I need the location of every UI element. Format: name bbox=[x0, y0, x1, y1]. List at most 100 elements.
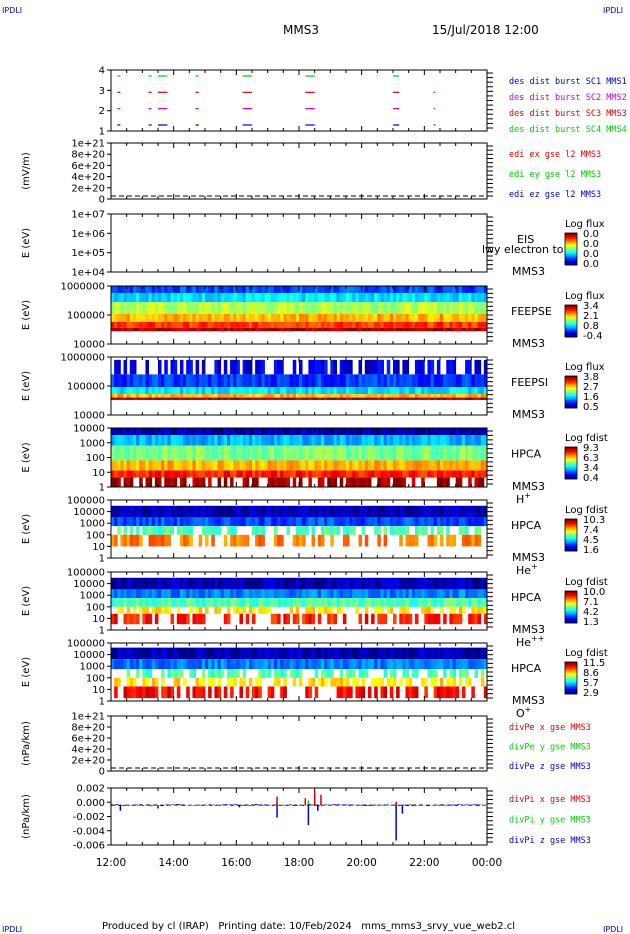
heatmap-cell bbox=[346, 394, 350, 398]
heatmap-cell bbox=[239, 659, 243, 670]
heatmap-cell bbox=[386, 598, 391, 607]
heatmap-cell bbox=[255, 526, 259, 535]
heatmap-cell bbox=[129, 302, 134, 314]
heatmap-cell bbox=[261, 387, 265, 395]
heatmap-cell bbox=[164, 292, 168, 303]
heatmap-cell bbox=[455, 460, 460, 471]
heatmap-cell bbox=[336, 394, 341, 398]
heatmap-cell bbox=[179, 374, 184, 388]
heatmap-cell bbox=[129, 505, 134, 518]
heatmap-cell bbox=[383, 397, 388, 400]
heatmap-cell bbox=[173, 286, 178, 293]
heatmap-cell bbox=[427, 598, 431, 607]
heatmap-cell bbox=[342, 613, 347, 625]
heatmap-cell bbox=[433, 659, 438, 670]
heatmap-cell bbox=[414, 589, 419, 599]
heatmap-cell bbox=[220, 445, 225, 461]
heatmap-cell bbox=[111, 397, 115, 400]
heatmap-cell bbox=[396, 435, 400, 446]
heatmap-cell bbox=[371, 397, 375, 400]
heatmap-cell bbox=[305, 428, 309, 436]
heatmap-cell bbox=[440, 526, 444, 535]
heatmap-cell bbox=[205, 292, 209, 303]
heatmap-cell bbox=[364, 613, 369, 625]
colorbar-segment bbox=[565, 394, 577, 397]
heatmap-cell bbox=[154, 321, 159, 328]
heatmap-cell bbox=[408, 327, 413, 332]
heatmap-cell bbox=[283, 677, 287, 687]
heatmap-cell bbox=[333, 470, 337, 478]
colorbar-segment bbox=[565, 536, 577, 538]
heatmap-cell bbox=[399, 477, 403, 487]
heatmap-cell bbox=[436, 435, 441, 446]
heatmap-cell bbox=[277, 387, 281, 395]
heatmap-cell bbox=[255, 302, 259, 314]
heatmap-cell bbox=[465, 659, 469, 670]
heatmap-cell bbox=[286, 613, 290, 625]
heatmap-cell bbox=[465, 359, 469, 375]
heatmap-cell bbox=[233, 589, 237, 599]
heatmap-cell bbox=[440, 598, 444, 607]
colorbar-segment bbox=[565, 670, 577, 672]
heatmap-cell bbox=[217, 477, 222, 487]
heatmap-cell bbox=[483, 460, 488, 471]
heatmap-cell bbox=[129, 534, 134, 547]
heatmap-cell bbox=[380, 445, 384, 461]
heatmap-cell bbox=[299, 445, 303, 461]
heatmap-cell bbox=[151, 659, 156, 670]
heatmap-cell bbox=[317, 286, 322, 293]
heatmap-cell bbox=[186, 517, 190, 527]
heatmap-cell bbox=[461, 428, 466, 436]
heatmap-cell bbox=[220, 505, 225, 518]
heatmap-cell bbox=[320, 327, 325, 332]
heatmap-cell bbox=[120, 397, 124, 400]
heatmap-cell bbox=[158, 397, 162, 400]
heatmap-cell bbox=[117, 477, 121, 487]
heatmap-cell bbox=[261, 286, 265, 293]
heatmap-cell bbox=[123, 686, 128, 699]
heatmap-cell bbox=[402, 359, 406, 375]
heatmap-cell bbox=[132, 589, 137, 599]
heatmap-cell bbox=[242, 397, 247, 400]
heatmap-cell bbox=[393, 460, 397, 471]
heatmap-cell bbox=[129, 327, 134, 332]
heatmap-cell bbox=[408, 286, 413, 293]
heatmap-cell bbox=[302, 387, 306, 395]
heatmap-cell bbox=[111, 435, 115, 446]
heatmap-cell bbox=[154, 394, 159, 398]
colorbar-segment bbox=[565, 317, 577, 319]
heatmap-cell bbox=[465, 505, 469, 518]
heatmap-cell bbox=[421, 647, 425, 660]
heatmap-cell bbox=[383, 534, 388, 547]
heatmap-cell bbox=[333, 589, 337, 599]
heatmap-cell bbox=[424, 613, 428, 625]
heatmap-cell bbox=[280, 598, 284, 607]
heatmap-cell bbox=[242, 505, 247, 518]
heatmap-cell bbox=[336, 686, 341, 699]
heatmap-cell bbox=[427, 659, 431, 670]
colorbar-tick-label: 7.1 bbox=[583, 597, 599, 608]
heatmap-cell bbox=[245, 598, 250, 607]
heatmap-cell bbox=[145, 321, 149, 328]
heatmap-cell bbox=[270, 598, 275, 607]
heatmap-cell bbox=[201, 397, 206, 400]
heatmap-cell bbox=[440, 517, 444, 527]
heatmap-cell bbox=[411, 397, 416, 400]
heatmap-cell bbox=[317, 374, 322, 388]
heatmap-cell bbox=[126, 686, 131, 699]
heatmap-cell bbox=[333, 321, 337, 328]
heatmap-cell bbox=[195, 505, 200, 518]
species-label: He++ bbox=[516, 634, 544, 649]
heatmap-cell bbox=[280, 428, 284, 436]
heatmap-cell bbox=[179, 505, 184, 518]
heatmap-cell bbox=[223, 292, 228, 303]
heatmap-cell bbox=[371, 677, 375, 687]
heatmap-cell bbox=[230, 302, 234, 314]
heatmap-cell bbox=[314, 359, 319, 375]
heatmap-cell bbox=[236, 397, 240, 400]
heatmap-cell bbox=[427, 428, 431, 436]
heatmap-cell bbox=[440, 686, 444, 699]
heatmap-cell bbox=[346, 286, 350, 293]
heatmap-cell bbox=[349, 387, 353, 395]
colorbar-segment bbox=[565, 315, 577, 318]
